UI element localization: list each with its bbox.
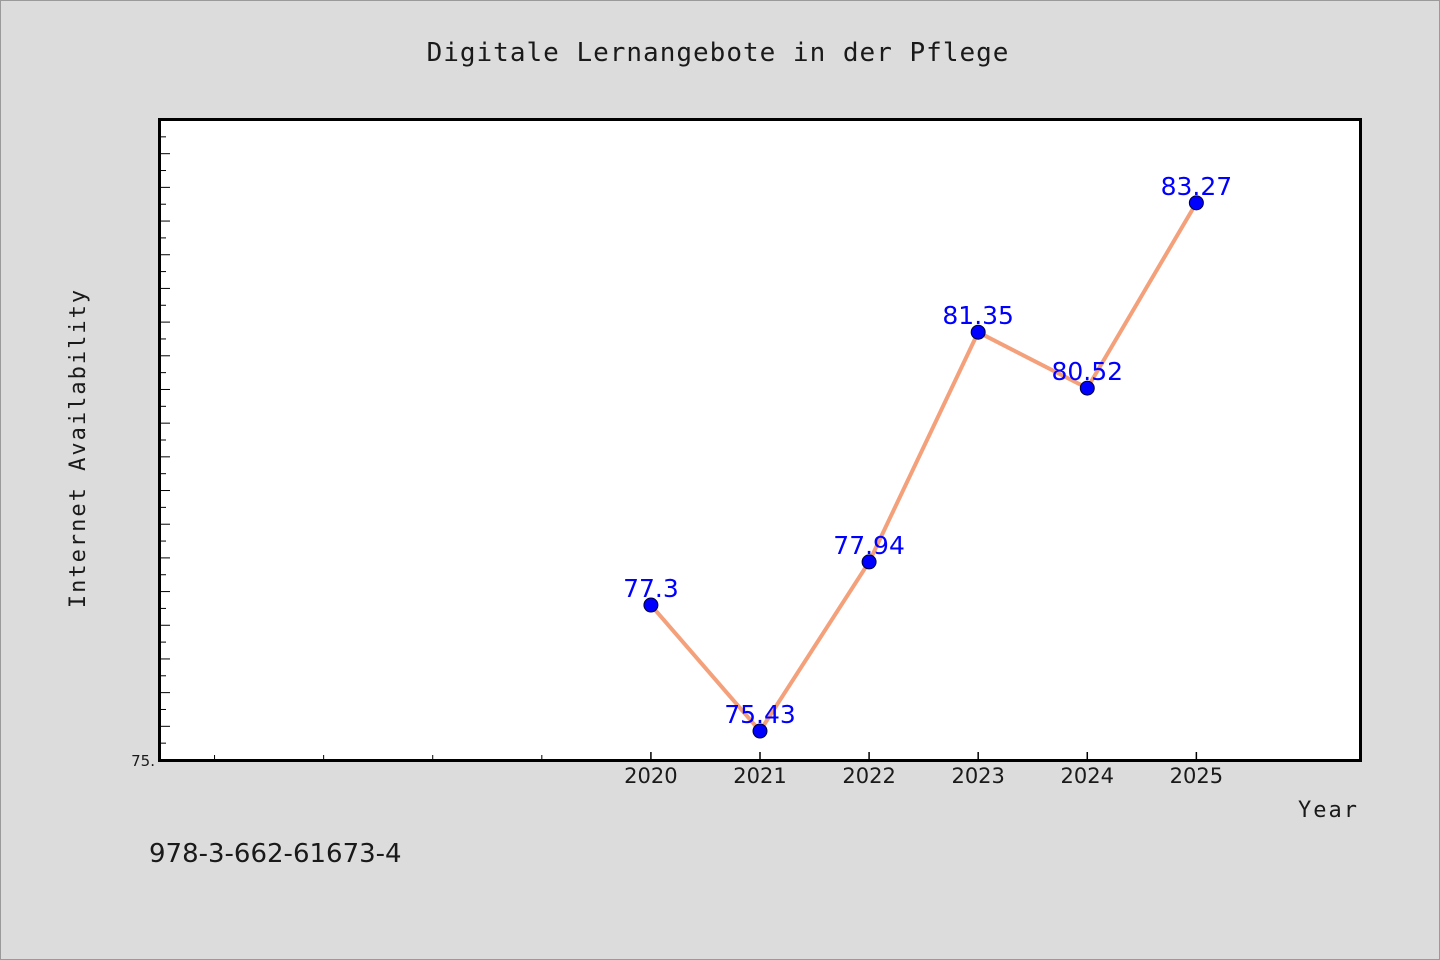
- data-point: [970, 324, 986, 340]
- x-tick-label: 2023: [951, 764, 1004, 788]
- y-axis-label: Internet Availability: [66, 288, 91, 608]
- x-tick-label: 2021: [733, 764, 786, 788]
- data-label: 80.52: [1051, 357, 1123, 386]
- series-markers: [643, 195, 1204, 739]
- data-label: 83.27: [1161, 172, 1233, 201]
- data-point: [1188, 195, 1204, 211]
- data-point: [1079, 380, 1095, 396]
- data-point: [643, 597, 659, 613]
- x-axis-minor-ticks: [214, 755, 543, 760]
- data-labels: 77.3 75.43 77.94 81.35 80.52 83.27: [623, 172, 1232, 729]
- data-label: 75.43: [724, 700, 796, 729]
- data-label: 77.3: [623, 574, 679, 603]
- x-tick-label: 2025: [1170, 764, 1223, 788]
- x-tick-label: 2024: [1061, 764, 1114, 788]
- x-axis-label: Year: [1298, 798, 1359, 823]
- data-point: [752, 723, 768, 739]
- x-tick-label: 2020: [624, 764, 677, 788]
- data-point: [861, 554, 877, 570]
- isbn-text: 978-3-662-61673-4: [149, 839, 402, 869]
- chart-title: Digitale Lernangebote in der Pflege: [427, 38, 1010, 68]
- y-tick-label: 75.: [131, 752, 155, 770]
- series-line: [648, 200, 1199, 734]
- plot-area: [158, 118, 1362, 762]
- data-label: 81.35: [942, 301, 1014, 330]
- y-axis-ticks: [160, 119, 170, 761]
- data-label: 77.94: [833, 531, 905, 560]
- x-tick-label: 2022: [842, 764, 895, 788]
- x-axis-tick-labels: 2020 2021 2022 2023 2024 2025: [624, 752, 1223, 788]
